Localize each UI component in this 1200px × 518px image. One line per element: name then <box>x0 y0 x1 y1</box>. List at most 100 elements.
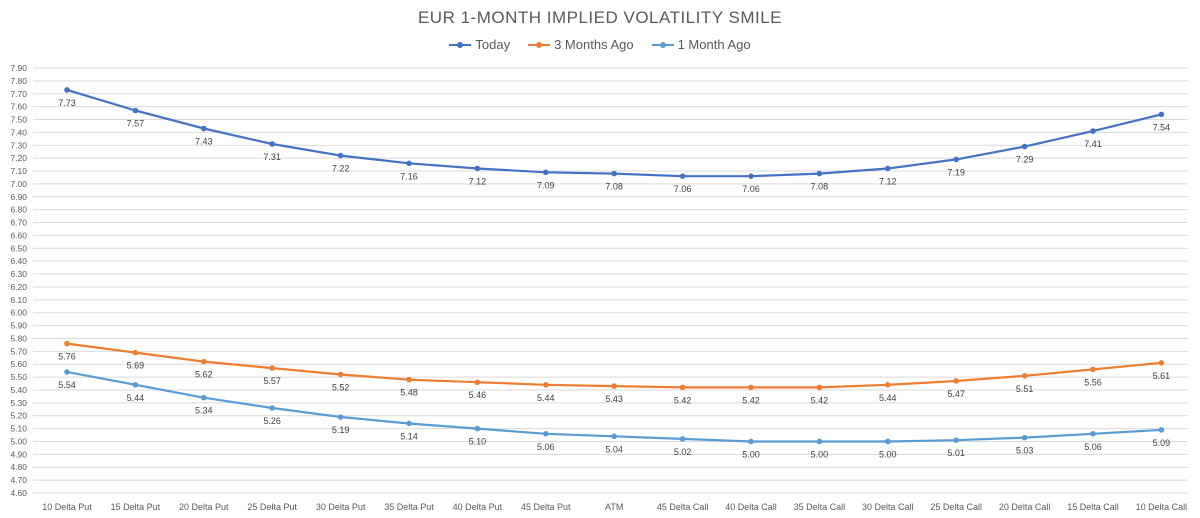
y-tick-label: 5.30 <box>10 398 27 408</box>
y-tick-label: 7.50 <box>10 115 27 125</box>
y-tick-label: 6.70 <box>10 218 27 228</box>
x-tick-label: 35 Delta Put <box>384 502 434 512</box>
data-point-today <box>611 170 617 177</box>
data-point-3-months-ago <box>611 383 617 389</box>
data-point-3-months-ago <box>201 358 207 365</box>
data-point-3-months-ago <box>816 384 823 391</box>
series-line-today <box>66 88 1162 178</box>
data-point-today <box>1021 143 1028 150</box>
data-label-3-months-ago: 5.48 <box>400 388 418 398</box>
data-label-1-month-ago: 5.54 <box>58 380 76 390</box>
data-label-3-months-ago: 5.44 <box>537 393 555 403</box>
data-label-1-month-ago: 5.00 <box>742 449 760 459</box>
data-point-1-month-ago <box>337 414 344 420</box>
data-label-1-month-ago: 5.34 <box>195 406 213 416</box>
data-point-3-months-ago <box>1021 373 1028 379</box>
data-label-1-month-ago: 5.10 <box>469 437 487 447</box>
data-point-1-month-ago <box>885 438 891 445</box>
data-point-today <box>885 165 891 172</box>
data-label-1-month-ago: 5.09 <box>1153 438 1171 448</box>
data-label-today: 7.16 <box>400 171 418 181</box>
data-label-3-months-ago: 5.47 <box>947 389 965 399</box>
y-tick-label: 4.80 <box>10 462 27 472</box>
data-point-1-month-ago <box>1021 434 1028 441</box>
y-tick-label: 6.50 <box>10 243 27 253</box>
x-tick-label: 15 Delta Call <box>1067 502 1119 512</box>
series-line-3-months-ago <box>66 342 1162 389</box>
data-point-1-month-ago <box>543 430 549 437</box>
y-tick-label: 7.20 <box>10 153 27 163</box>
data-label-1-month-ago: 5.02 <box>674 447 692 457</box>
data-point-today <box>337 152 344 159</box>
y-tick-label: 7.80 <box>10 76 27 86</box>
x-tick-label: 30 Delta Call <box>862 502 914 512</box>
data-point-today <box>406 160 412 167</box>
data-label-today: 7.08 <box>811 182 829 192</box>
y-tick-label: 6.80 <box>10 205 27 215</box>
data-point-3-months-ago <box>679 384 686 391</box>
data-point-today <box>132 107 139 114</box>
y-tick-label: 6.00 <box>10 308 27 318</box>
data-label-today: 7.12 <box>879 176 897 186</box>
data-label-today: 7.06 <box>742 184 760 194</box>
data-label-3-months-ago: 5.46 <box>469 390 487 400</box>
legend-swatch-dot <box>536 41 543 48</box>
y-tick-label: 6.30 <box>10 269 27 279</box>
data-label-today: 7.08 <box>605 182 623 192</box>
data-point-1-month-ago <box>132 382 139 388</box>
data-point-1-month-ago <box>1158 427 1165 433</box>
y-tick-label: 7.90 <box>10 63 27 73</box>
data-label-1-month-ago: 5.14 <box>400 431 418 441</box>
data-point-3-months-ago <box>269 365 276 371</box>
x-tick-label: 30 Delta Put <box>316 502 366 512</box>
data-label-today: 7.29 <box>1016 155 1034 165</box>
y-tick-label: 5.20 <box>10 411 27 421</box>
data-label-1-month-ago: 5.00 <box>879 449 897 459</box>
chart-title: EUR 1-MONTH IMPLIED VOLATILITY SMILE <box>417 8 783 27</box>
data-point-1-month-ago <box>748 438 754 445</box>
data-point-3-months-ago <box>132 349 139 356</box>
y-tick-label: 7.40 <box>10 127 27 137</box>
data-label-1-month-ago: 5.44 <box>127 393 145 403</box>
data-point-today <box>953 156 959 163</box>
x-tick-label: 40 Delta Put <box>453 502 503 512</box>
data-point-today <box>64 87 70 93</box>
legend-swatch-today <box>449 40 472 50</box>
y-tick-label: 5.60 <box>10 359 27 369</box>
data-label-3-months-ago: 5.76 <box>58 352 76 362</box>
y-tick-label: 4.90 <box>10 449 27 459</box>
y-tick-label: 7.60 <box>10 102 27 112</box>
data-point-1-month-ago <box>816 438 823 445</box>
x-tick-label: 45 Delta Call <box>657 502 709 512</box>
data-label-1-month-ago: 5.06 <box>537 442 555 452</box>
data-label-3-months-ago: 5.42 <box>674 395 692 405</box>
y-tick-label: 5.50 <box>10 372 27 382</box>
data-label-1-month-ago: 5.26 <box>263 416 281 426</box>
data-label-3-months-ago: 5.43 <box>605 394 623 404</box>
y-tick-label: 5.70 <box>10 346 27 356</box>
data-label-1-month-ago: 5.03 <box>1016 446 1034 456</box>
legend-label-3-months-ago: 3 Months Ago <box>554 37 634 52</box>
data-label-3-months-ago: 5.62 <box>195 370 213 380</box>
legend-label-1-month-ago: 1 Month Ago <box>677 37 751 52</box>
data-point-today <box>816 170 823 177</box>
data-point-1-month-ago <box>474 425 481 432</box>
legend-label-today: Today <box>475 37 511 52</box>
x-tick-label: 10 Delta Call <box>1136 502 1188 512</box>
data-point-3-months-ago <box>337 371 344 378</box>
x-tick-label: 25 Delta Put <box>247 502 297 512</box>
x-tick-label: ATM <box>605 502 623 512</box>
legend: Today 3 Months Ago 1 Month Ago <box>0 37 1200 52</box>
data-point-1-month-ago <box>679 436 686 442</box>
data-label-1-month-ago: 5.19 <box>332 425 350 435</box>
y-tick-label: 7.00 <box>10 179 27 189</box>
data-label-today: 7.06 <box>674 184 692 194</box>
y-tick-label: 6.90 <box>10 192 27 202</box>
data-label-3-months-ago: 5.57 <box>263 376 281 386</box>
x-tick-label: 25 Delta Call <box>930 502 982 512</box>
data-label-today: 7.54 <box>1153 122 1171 132</box>
data-label-3-months-ago: 5.56 <box>1084 377 1102 387</box>
legend-swatch-dot <box>457 41 464 48</box>
data-point-3-months-ago <box>406 376 412 383</box>
